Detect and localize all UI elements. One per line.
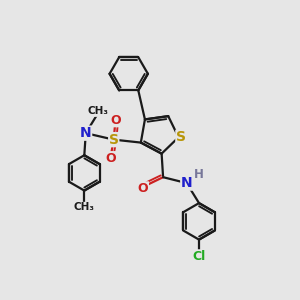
Text: Cl: Cl <box>192 250 206 263</box>
Text: CH₃: CH₃ <box>88 106 109 116</box>
Text: N: N <box>181 176 193 190</box>
Text: S: S <box>109 133 119 147</box>
Text: S: S <box>176 130 186 144</box>
Text: CH₃: CH₃ <box>74 202 95 212</box>
Text: N: N <box>80 126 92 140</box>
Text: O: O <box>110 114 121 127</box>
Text: O: O <box>138 182 148 195</box>
Text: O: O <box>106 152 116 165</box>
Text: H: H <box>194 168 204 181</box>
